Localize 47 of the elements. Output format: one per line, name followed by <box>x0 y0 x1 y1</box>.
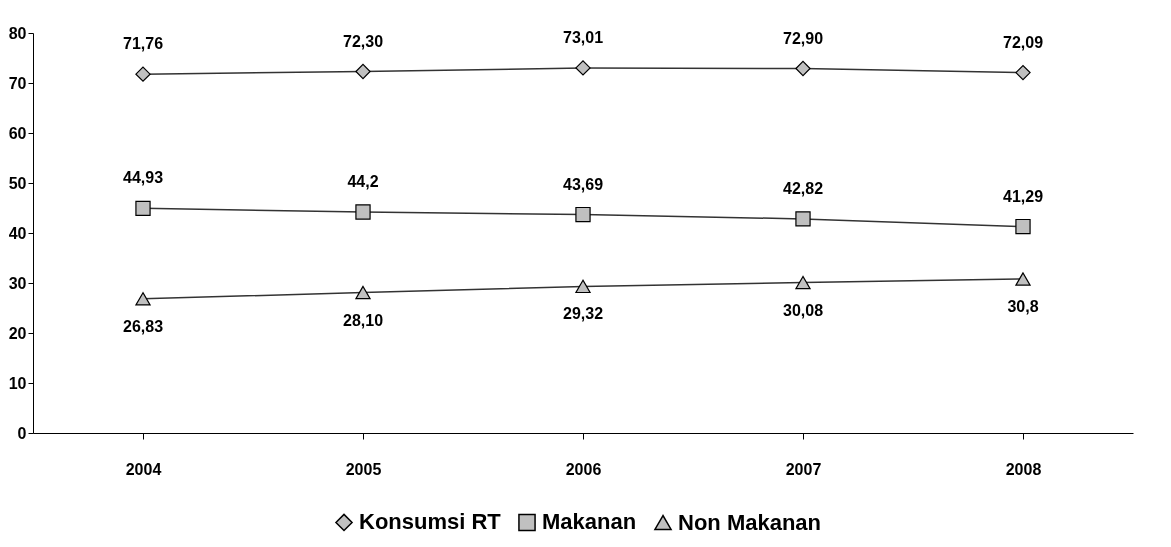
point <box>795 211 811 227</box>
data-label: 71,76 <box>122 35 164 53</box>
y-tick-label: 40 <box>8 224 27 242</box>
legend-label: Konsumsi RT <box>359 509 502 535</box>
data-label: 73,01 <box>562 28 604 46</box>
point <box>575 206 591 223</box>
point <box>135 292 151 306</box>
point <box>355 63 371 80</box>
point <box>575 60 591 76</box>
x-tick-label: 2007 <box>785 460 822 478</box>
data-label: 30,08 <box>782 301 824 319</box>
point <box>575 279 591 294</box>
data-label: 44,93 <box>122 169 164 187</box>
y-tick-label: 50 <box>8 174 27 192</box>
point <box>355 204 371 220</box>
y-tick-label: 10 <box>8 374 27 392</box>
y-tick-label: 30 <box>8 274 27 292</box>
point <box>1015 272 1031 286</box>
data-label: 72,30 <box>342 32 384 50</box>
point <box>135 66 151 82</box>
legend-label: Non Makanan <box>678 509 822 535</box>
y-tick-label: 60 <box>8 124 27 142</box>
data-label: 28,10 <box>342 311 384 329</box>
y-tick-label: 80 <box>8 24 27 42</box>
data-label: 41,29 <box>1002 187 1044 205</box>
point <box>355 285 371 300</box>
point <box>795 60 811 77</box>
point <box>795 275 811 290</box>
y-tick-label: 20 <box>8 324 27 342</box>
x-tick-label: 2004 <box>125 460 162 478</box>
data-label: 43,69 <box>562 175 604 193</box>
x-tick-label: 2006 <box>565 460 602 478</box>
data-label: 30,8 <box>1007 298 1039 315</box>
point <box>1015 64 1031 81</box>
data-label: 42,82 <box>782 179 824 197</box>
data-label: 29,32 <box>562 305 604 323</box>
x-tick-label: 2008 <box>1005 460 1042 478</box>
x-tick-label: 2005 <box>345 460 382 478</box>
point <box>135 200 151 217</box>
data-label: 72,90 <box>782 29 824 47</box>
y-tick-label: 70 <box>8 74 27 92</box>
data-label: 26,83 <box>122 317 164 335</box>
data-label: 72,09 <box>1002 33 1044 51</box>
y-tick-label: 0 <box>17 424 27 442</box>
data-label: 44,2 <box>347 173 379 190</box>
legend-label: Makanan <box>542 509 637 535</box>
point <box>1015 218 1031 235</box>
